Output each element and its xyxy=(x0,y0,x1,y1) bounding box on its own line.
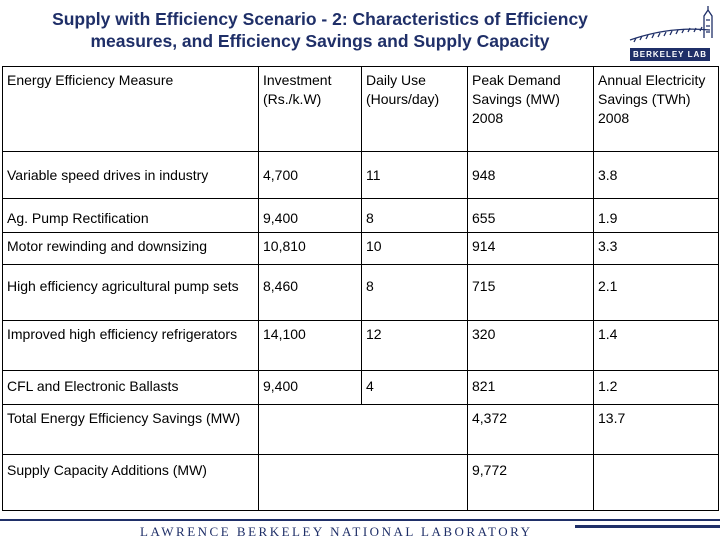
cell-daily-use: 4 xyxy=(361,370,468,405)
table-row: CFL and Electronic Ballasts 9,400 4 821 … xyxy=(2,370,719,405)
cell-daily-use: 8 xyxy=(361,264,468,321)
summary-label: Total Energy Efficiency Savings (MW) xyxy=(2,404,259,455)
cell-peak-demand: 914 xyxy=(467,232,594,265)
cell-daily-use: 10 xyxy=(361,232,468,265)
cell-measure: Improved high efficiency refrigerators xyxy=(2,320,259,371)
cell-measure: CFL and Electronic Ballasts xyxy=(2,370,259,405)
footer-divider xyxy=(575,525,720,528)
header-daily-use: Daily Use (Hours/day) xyxy=(361,66,468,152)
berkeley-lab-logo: BERKELEY LAB xyxy=(624,4,716,64)
cell-daily-use: 12 xyxy=(361,320,468,371)
summary-annual-savings xyxy=(593,454,719,511)
cell-annual-savings: 3.3 xyxy=(593,232,719,265)
summary-peak-demand: 9,772 xyxy=(467,454,594,511)
summary-row: Supply Capacity Additions (MW) 9,772 xyxy=(2,454,719,511)
cell-investment: 14,100 xyxy=(258,320,362,371)
cell-daily-use: 11 xyxy=(361,151,468,199)
cell-investment: 8,460 xyxy=(258,264,362,321)
header-peak-demand: Peak Demand Savings (MW) 2008 xyxy=(467,66,594,152)
cell-annual-savings: 1.4 xyxy=(593,320,719,371)
cell-measure: High efficiency agricultural pump sets xyxy=(2,264,259,321)
summary-empty-cell xyxy=(258,404,468,455)
cell-peak-demand: 715 xyxy=(467,264,594,321)
cell-investment: 4,700 xyxy=(258,151,362,199)
summary-label: Supply Capacity Additions (MW) xyxy=(2,454,259,511)
table-row: Motor rewinding and downsizing 10,810 10… xyxy=(2,232,719,265)
title-line-2: measures, and Efficiency Savings and Sup… xyxy=(90,31,550,51)
logo-text: BERKELEY LAB xyxy=(630,48,710,61)
cell-investment: 9,400 xyxy=(258,198,362,233)
summary-empty-cell xyxy=(258,454,468,511)
cell-annual-savings: 1.2 xyxy=(593,370,719,405)
cell-annual-savings: 3.8 xyxy=(593,151,719,199)
title-line-1: Supply with Efficiency Scenario - 2: Cha… xyxy=(52,9,588,29)
table-header-row: Energy Efficiency Measure Investment (Rs… xyxy=(2,66,719,152)
cell-daily-use: 8 xyxy=(361,198,468,233)
cell-annual-savings: 2.1 xyxy=(593,264,719,321)
summary-peak-demand: 4,372 xyxy=(467,404,594,455)
building-icon xyxy=(629,6,713,43)
cell-investment: 9,400 xyxy=(258,370,362,405)
cell-measure: Variable speed drives in industry xyxy=(2,151,259,199)
summary-row: Total Energy Efficiency Savings (MW) 4,3… xyxy=(2,404,719,455)
footer: LAWRENCE BERKELEY NATIONAL LABORATORY xyxy=(0,519,720,542)
footer-text: LAWRENCE BERKELEY NATIONAL LABORATORY xyxy=(140,524,533,539)
table-row: Variable speed drives in industry 4,700 … xyxy=(2,151,719,199)
header-measure: Energy Efficiency Measure xyxy=(2,66,259,152)
cell-annual-savings: 1.9 xyxy=(593,198,719,233)
cell-investment: 10,810 xyxy=(258,232,362,265)
cell-peak-demand: 821 xyxy=(467,370,594,405)
slide-title: Supply with Efficiency Scenario - 2: Cha… xyxy=(0,8,640,52)
header-annual-savings: Annual Electricity Savings (TWh) 2008 xyxy=(593,66,719,152)
summary-annual-savings: 13.7 xyxy=(593,404,719,455)
cell-peak-demand: 320 xyxy=(467,320,594,371)
efficiency-table: Energy Efficiency Measure Investment (Rs… xyxy=(2,66,719,511)
table-row: High efficiency agricultural pump sets 8… xyxy=(2,264,719,321)
table-row: Improved high efficiency refrigerators 1… xyxy=(2,320,719,371)
cell-peak-demand: 948 xyxy=(467,151,594,199)
table-row: Ag. Pump Rectification 9,400 8 655 1.9 xyxy=(2,198,719,233)
cell-measure: Motor rewinding and downsizing xyxy=(2,232,259,265)
header-investment: Investment (Rs./k.W) xyxy=(258,66,362,152)
cell-measure: Ag. Pump Rectification xyxy=(2,198,259,233)
cell-peak-demand: 655 xyxy=(467,198,594,233)
